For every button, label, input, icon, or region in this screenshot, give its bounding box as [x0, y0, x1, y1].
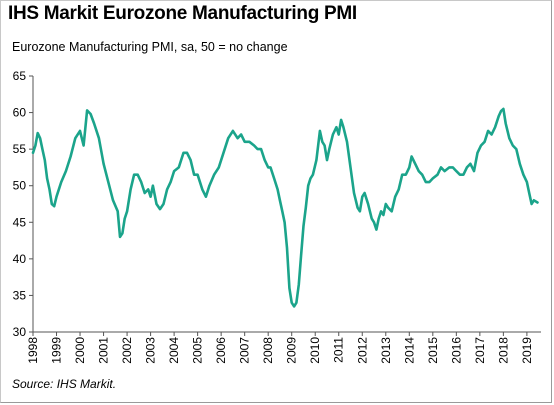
x-tick-label: 2017	[473, 337, 487, 364]
axes	[32, 76, 541, 333]
x-tick-label: 2016	[449, 337, 463, 364]
y-tick-label: 55	[13, 142, 27, 156]
y-tick-label: 30	[13, 325, 27, 339]
plot-area	[31, 107, 539, 308]
x-tick-label: 2014	[402, 337, 416, 364]
x-tick-label: 2008	[261, 337, 275, 364]
chart-subtitle: Eurozone Manufacturing PMI, sa, 50 = no …	[12, 40, 288, 54]
x-tick-label: 2012	[355, 337, 369, 364]
y-tick-label: 45	[13, 215, 27, 229]
x-tick-label: 2006	[214, 337, 228, 364]
x-tick-label: 1998	[26, 337, 40, 364]
x-tick-label: 2019	[520, 337, 534, 364]
x-tick-label: 2000	[73, 337, 87, 364]
x-tick-label: 2001	[97, 337, 111, 364]
x-tick-label: 2015	[426, 337, 440, 364]
x-tick-label: 2011	[332, 337, 346, 363]
chart-title: IHS Markit Eurozone Manufacturing PMI	[8, 3, 357, 24]
y-tick-label: 40	[13, 252, 27, 266]
x-tick-label: 2009	[285, 337, 299, 364]
series-line-pmi	[31, 107, 539, 308]
x-tick-label: 2003	[144, 337, 158, 364]
x-tick-label: 2018	[496, 337, 510, 364]
y-tick-label: 65	[13, 69, 27, 83]
y-tick-label: 35	[13, 288, 27, 302]
x-tick-label: 2013	[379, 337, 393, 364]
y-tick-label: 50	[13, 179, 27, 193]
x-tick-label: 2002	[120, 337, 134, 364]
x-axis-ticks: 1998 1999 2000 2001 2002 2003 2004 2005 2006 2007…	[26, 332, 534, 364]
x-tick-label: 2005	[191, 337, 205, 364]
source-note: Source: IHS Markit.	[12, 377, 117, 391]
x-tick-label: 2004	[167, 337, 181, 364]
y-axis-ticks: 30 35 40 45 50 55 60 65	[13, 69, 33, 339]
y-tick-label: 60	[13, 106, 27, 120]
x-tick-label: 2007	[238, 337, 252, 364]
x-tick-label: 1999	[50, 337, 64, 364]
x-tick-label: 2010	[308, 337, 322, 364]
